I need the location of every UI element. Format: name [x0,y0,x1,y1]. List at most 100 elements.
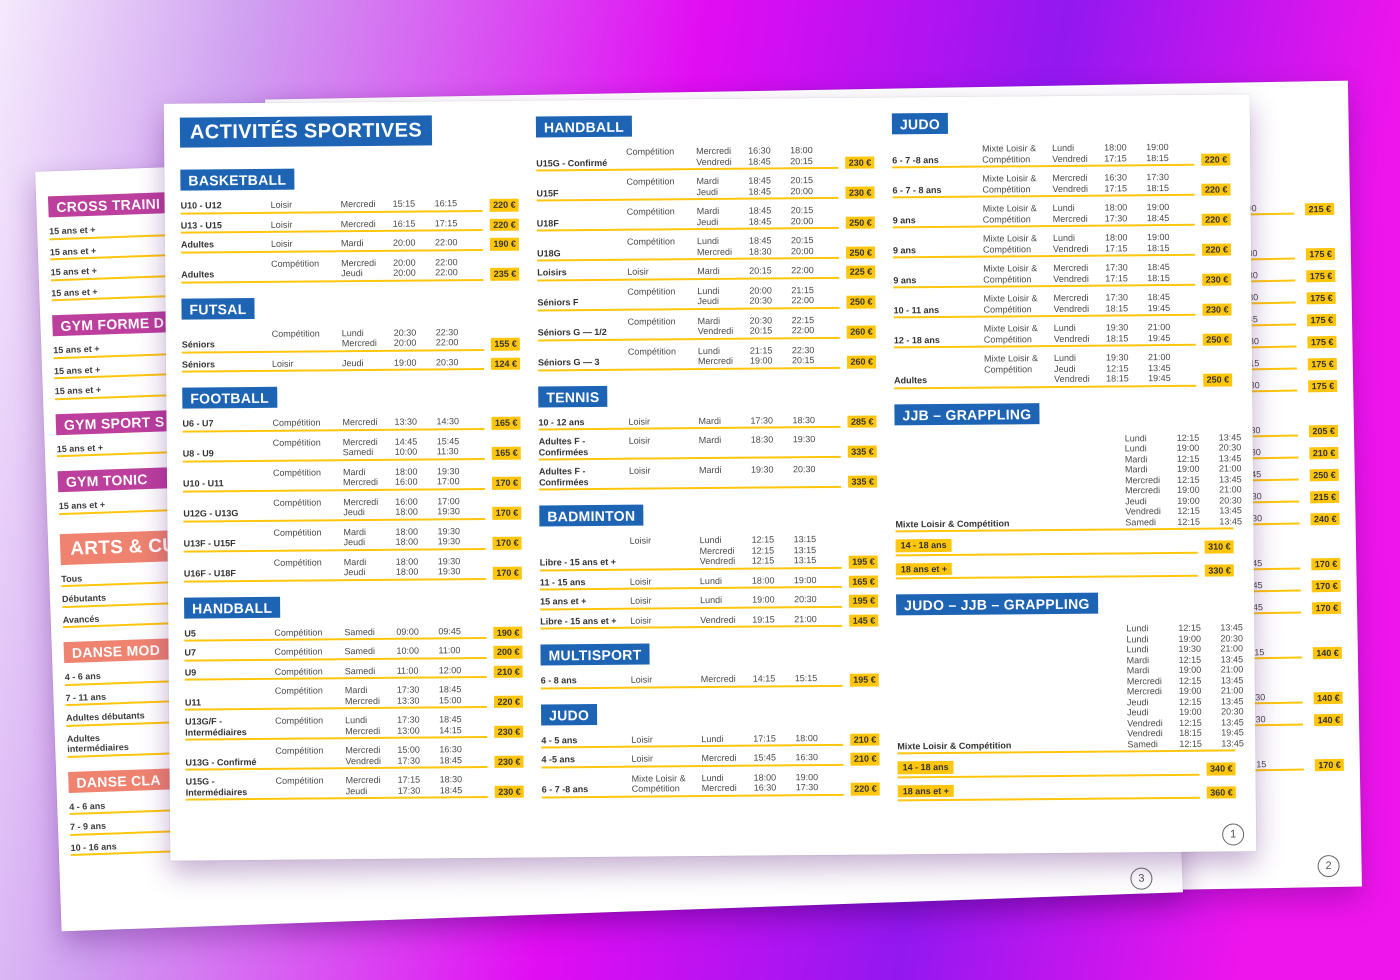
session-end-time: 13:45 [1218,431,1242,443]
activity-type: Compétition [275,775,324,786]
activity-type: Mixte Loisir & Compétition [982,173,1037,195]
session-end-time: 22:00 [791,325,815,336]
session: Mercredi 13:30 14:30 [342,416,478,428]
session-day: Lundi [699,534,722,546]
session-day: Mardi [697,315,721,326]
activity-type: Mixte Loisir & Compétition [983,293,1038,315]
activity-name: U10 - U11 [182,478,224,489]
session-end-time: 13:45 [1219,505,1242,516]
activity-row: U12G - U13G Compétition Mercredi 16:00 17:00… [183,492,522,522]
session-start-time: 12:15 [1177,505,1200,516]
activity-row: U10 - U11 Compétition Mardi 18:00 19:30 Mercr… [182,462,522,492]
activity-row: Adultes Compétition Mercredi 20:00 22:00 Jeud… [181,253,520,283]
session-end-time: 13:45 [1218,473,1242,485]
session-start-time: 17:15 [1104,242,1128,254]
session-start-time: 12:15 [1179,738,1202,749]
session-end-time: 13:45 [1220,674,1244,686]
session-end-time: 22:30 [791,344,815,355]
session: Lundi 17:15 18:00 [701,732,837,744]
session-day: Mercredi [342,476,379,488]
activity-type: Loisir [270,219,293,230]
session-list: Lundi 19:00 20:30 [700,594,836,606]
session-list: Lundi 12:15 13:45 Lundi 19:00 20:30 Lundi 19:30… [1126,622,1256,749]
session-end-time: 18:00 [790,145,813,156]
session-start-time: 18:00 [753,771,777,783]
session-day: Vendredi [1053,303,1090,314]
section-heading: FOOTBALL [182,386,277,409]
session-start-time: 17:15 [753,732,776,744]
session-day: Lundi [1053,322,1076,333]
price-badge: 140 € [1314,713,1344,727]
activity-name: U10 - U12 [180,200,222,211]
page1-column-3: JUDO 6 - 7 -8 ans Mixte Loisir & Compétiti… [891,106,1244,804]
session-start-time: 18:15 [1105,332,1129,344]
activity-row: U15F Compétition Mardi 18:45 20:15 Jeudi 18:45… [536,172,875,202]
session: Samedi 12:15 13:45 [1127,738,1256,750]
activity-type: Mixte Loisir & Compétition [631,772,686,794]
session-start-time: 12:15 [1176,474,1200,485]
session: Mercredi 16:00 17:00 [343,476,479,488]
session-start-time: 20:00 [393,337,417,348]
price-badge: 170 € [1311,557,1341,571]
activity-row: U16F - U18F Compétition Mardi 18:00 19:30 Jeu… [184,552,522,582]
session-list: Lundi 18:00 19:00 Vendredi 17:15 18:15 [1052,142,1188,164]
session-day: Mardi [698,464,722,476]
session-day: Mercredi [1125,485,1161,496]
session-day: Mardi [1124,453,1148,464]
session-day: Mercredi [1052,172,1088,184]
session-day: Mercredi [1126,686,1162,697]
activity-row: Séniors G — 1/2 Compétition Mardi 20:30 22:1… [538,311,876,341]
page-title: ACTIVITÉS SPORTIVES [179,115,433,148]
price-badge: 165 € [492,446,521,460]
session-start-time: 15:45 [753,752,777,763]
activity-row: U15G - Confirmé Compétition Mercredi 16:30 1… [536,142,875,172]
session: Vendredi 18:45 20:15 [696,155,832,167]
session-day: Mardi [696,175,719,187]
session-start-time: 19:00 [1176,463,1200,474]
session-start-time: 19:30 [750,464,774,475]
activity-type: Compétition [272,436,321,448]
activity-name: Séniors [181,339,215,350]
category-label: 15 ans et + [53,343,100,356]
price-badge: 285 € [847,415,877,428]
session-end-time: 17:00 [436,476,460,487]
activity-type: Compétition [626,146,675,157]
session-end-time: 19:30 [436,465,460,476]
session-start-time: 19:30 [1178,643,1202,654]
activity-type: Compétition [274,626,323,638]
session-day: Vendredi [1053,273,1089,284]
schedule-row: 13:30240 € [1239,509,1340,526]
session: Jeudi 18:00 19:30 [344,566,480,578]
session-day: Vendredi [696,156,732,167]
session-start-time: 18:45 [748,215,772,227]
activity-name: U16F - U18F [183,568,236,579]
price-badge: 175 € [1306,269,1336,283]
price-badge: 310 € [1205,540,1234,554]
session-day: Mercredi [341,337,377,349]
activity-row: U18F Compétition Mardi 18:45 20:15 Jeudi 18:45… [537,202,875,232]
session-list: Lundi 18:00 19:00 Mercredi 16:30 17:30 [702,771,838,794]
activity-row: U15G - Intermédiaires Compétition Mercredi… [186,771,524,801]
category-label: Adultes débutants [65,710,145,724]
session: Samedi 11:00 12:00 [345,665,481,677]
session-start-time: 18:45 [748,205,772,216]
session-day: Lundi [1052,142,1075,154]
session-start-time: 19:00 [1178,685,1202,696]
schedule-row: 20:30140 € [1242,688,1343,705]
activity-row: Libre - 15 ans et + Loisir Vendredi 19:15 21… [540,610,879,629]
section-heading: TENNIS [538,385,608,407]
activity-name: 4 -5 ans [541,754,576,765]
session-list: Lundi 17:15 18:00 [701,732,837,744]
activity-name: 10 - 12 ans [538,416,585,427]
session: Jeudi 18:00 19:30 [343,506,479,518]
activity-row: 6 - 7 - 8 ans Mixte Loisir & Compétition M… [892,168,1231,198]
session-end-time: 17:15 [434,217,458,228]
price-badge: 175 € [1307,335,1337,349]
session-list: Mardi 18:30 19:30 [699,434,835,446]
session-end-time: 22:00 [434,237,458,248]
session-end-time: 19:45 [1147,332,1171,343]
session-end-time: 19:30 [437,525,461,536]
session-start-time: 17:30 [397,785,421,796]
session-day: Jeudi [343,537,366,548]
session-end-time: 21:00 [794,613,817,624]
